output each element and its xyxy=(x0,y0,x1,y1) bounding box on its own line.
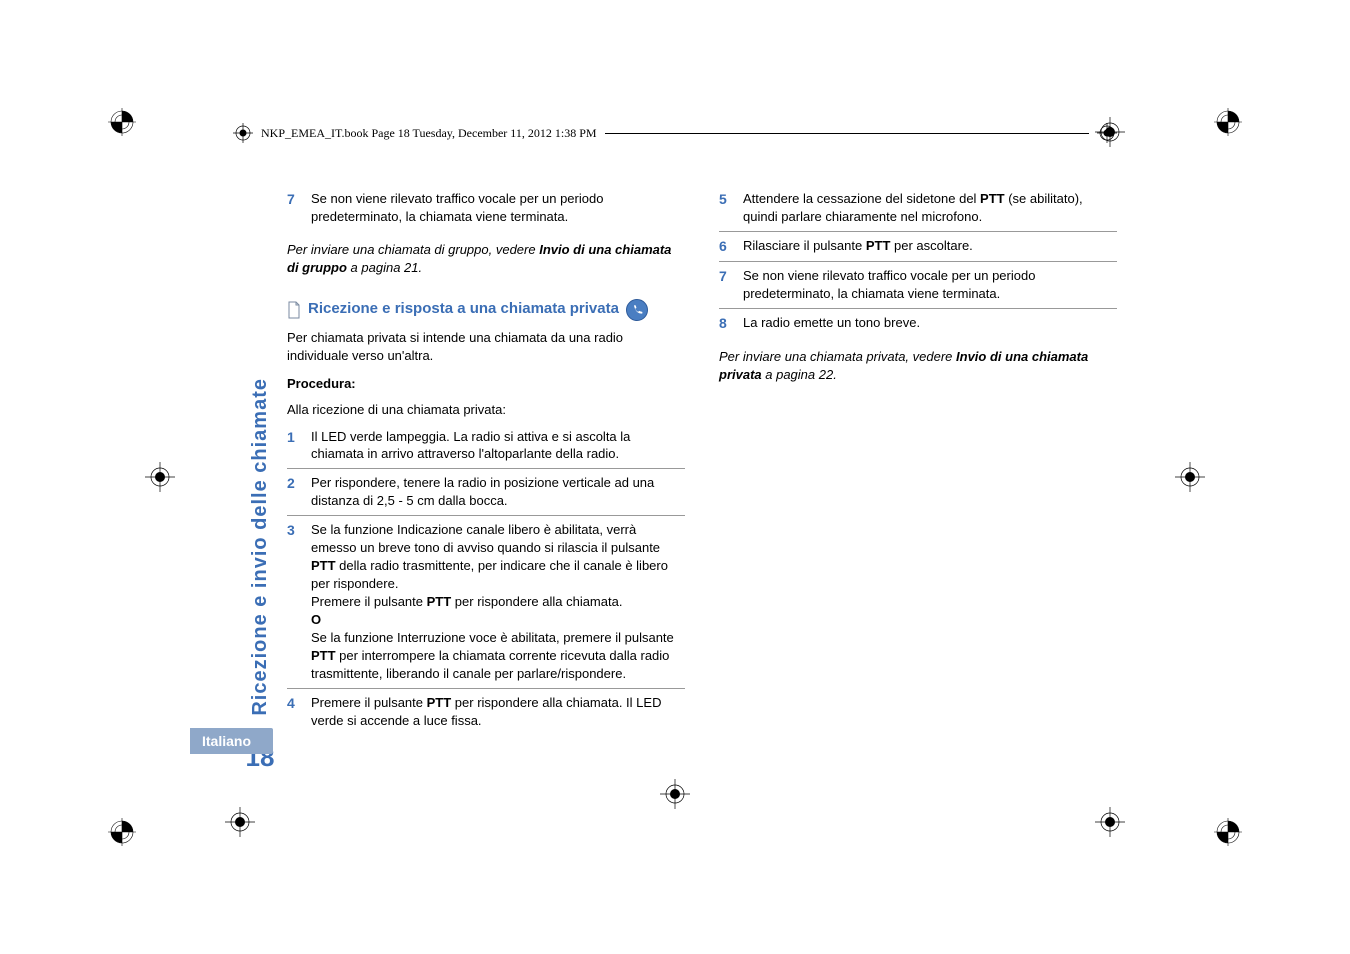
procedure-label: Procedura: xyxy=(287,375,685,393)
right-column: 5 Attendere la cessazione del sidetone d… xyxy=(719,185,1117,779)
registration-mark xyxy=(660,779,690,809)
step-number: 7 xyxy=(719,267,733,303)
reference-paragraph: Per inviare una chiamata di gruppo, vede… xyxy=(287,241,685,277)
step-number: 5 xyxy=(719,190,733,226)
intro-text: Per chiamata privata si intende una chia… xyxy=(287,329,685,365)
side-tab: Ricezione e invio delle chiamate 18 xyxy=(233,185,287,779)
step-text: Se non viene rilevato traffico vocale pe… xyxy=(743,267,1117,303)
step-text: Rilasciare il pulsante PTT per ascoltare… xyxy=(743,237,1117,256)
step-number: 1 xyxy=(287,428,301,464)
step-text: Premere il pulsante PTT per rispondere a… xyxy=(311,694,685,730)
registration-mark-icon xyxy=(233,123,253,143)
step-item: 6 Rilasciare il pulsante PTT per ascolta… xyxy=(719,232,1117,262)
left-column: 7 Se non viene rilevato traffico vocale … xyxy=(287,185,685,779)
ref-text: Per inviare una chiamata di gruppo, vede… xyxy=(287,242,539,257)
registration-mark xyxy=(1095,807,1125,837)
reference-paragraph: Per inviare una chiamata privata, vedere… xyxy=(719,348,1117,384)
step-text: Se non viene rilevato traffico vocale pe… xyxy=(311,190,685,226)
registration-mark-icon xyxy=(1097,123,1117,143)
language-tab: Italiano xyxy=(190,728,273,754)
step-text: Attendere la cessazione del sidetone del… xyxy=(743,190,1117,226)
step-item: 8 La radio emette un tono breve. xyxy=(719,309,1117,338)
crop-mark-bl xyxy=(108,818,136,846)
step-text: La radio emette un tono breve. xyxy=(743,314,1117,333)
registration-mark xyxy=(1175,462,1205,492)
document-icon xyxy=(287,301,301,319)
phone-icon xyxy=(626,299,648,321)
ref-text: a pagina 21. xyxy=(347,260,422,275)
step-item: 3 Se la funzione Indicazione canale libe… xyxy=(287,516,685,688)
step-number: 7 xyxy=(287,190,301,226)
ref-text: a pagina 22. xyxy=(762,367,837,382)
print-header: NKP_EMEA_IT.book Page 18 Tuesday, Decemb… xyxy=(233,120,1117,146)
step-number: 6 xyxy=(719,237,733,256)
crop-mark-tl xyxy=(108,108,136,136)
footer: Italiano xyxy=(190,728,273,754)
intro-text: Alla ricezione di una chiamata privata: xyxy=(287,401,685,419)
step-text: Per rispondere, tenere la radio in posiz… xyxy=(311,474,685,510)
step-item: 7 Se non viene rilevato traffico vocale … xyxy=(719,262,1117,309)
step-text: Il LED verde lampeggia. La radio si atti… xyxy=(311,428,685,464)
crop-mark-tr xyxy=(1214,108,1242,136)
heading-text: Ricezione e risposta a una chiamata priv… xyxy=(308,299,619,320)
crop-mark-br xyxy=(1214,818,1242,846)
step-number: 3 xyxy=(287,521,301,682)
step-item: 2 Per rispondere, tenere la radio in pos… xyxy=(287,469,685,516)
section-heading: Ricezione e risposta a una chiamata priv… xyxy=(287,299,685,321)
step-item: 7 Se non viene rilevato traffico vocale … xyxy=(287,185,685,231)
step-number: 8 xyxy=(719,314,733,333)
registration-mark xyxy=(145,462,175,492)
step-text: Se la funzione Indicazione canale libero… xyxy=(311,521,685,682)
header-text: NKP_EMEA_IT.book Page 18 Tuesday, Decemb… xyxy=(261,126,597,141)
ref-text: Per inviare una chiamata privata, vedere xyxy=(719,349,956,364)
step-item: 5 Attendere la cessazione del sidetone d… xyxy=(719,185,1117,232)
step-item: 1 Il LED verde lampeggia. La radio si at… xyxy=(287,423,685,470)
step-number: 4 xyxy=(287,694,301,730)
step-number: 2 xyxy=(287,474,301,510)
registration-mark xyxy=(225,807,255,837)
section-title: Ricezione e invio delle chiamate xyxy=(249,378,272,716)
page-content: Ricezione e invio delle chiamate 18 7 Se… xyxy=(233,185,1117,779)
step-item: 4 Premere il pulsante PTT per rispondere… xyxy=(287,689,685,735)
